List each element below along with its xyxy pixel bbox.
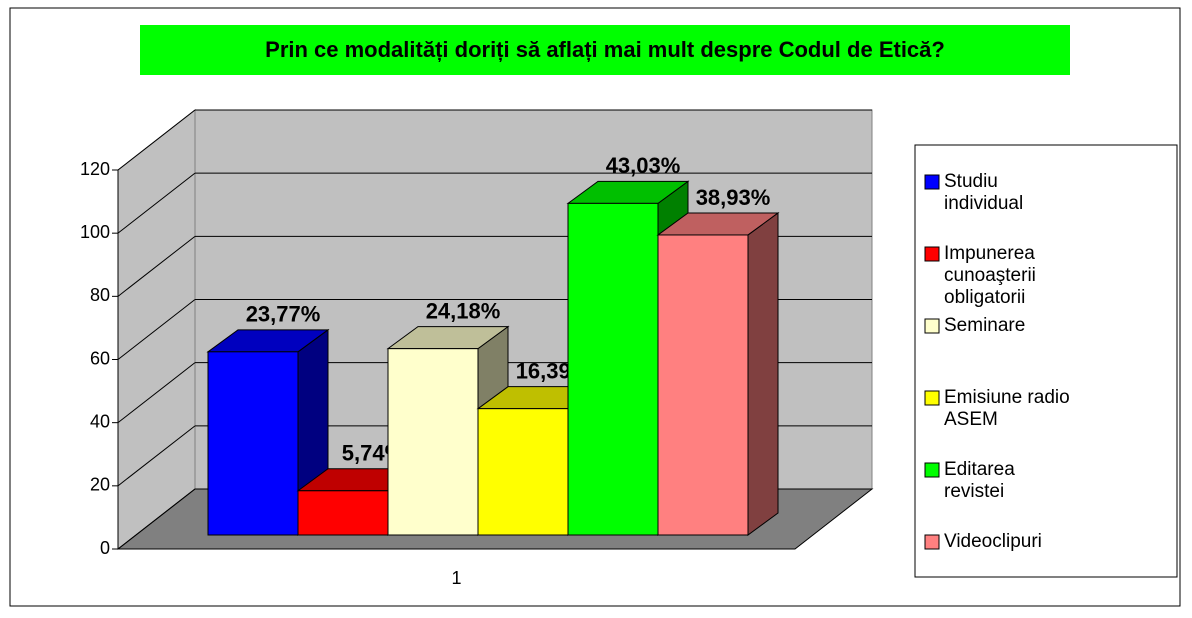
y-tick-label: 60 xyxy=(90,348,110,368)
bar-front xyxy=(657,234,749,536)
grid-line xyxy=(117,299,196,360)
legend-line: Editarea xyxy=(944,459,1015,480)
y-tick-label: 40 xyxy=(90,411,110,431)
bar xyxy=(386,325,510,536)
legend-line: revistei xyxy=(944,481,1004,502)
bar-side xyxy=(747,211,779,536)
legend-swatch xyxy=(924,534,940,550)
legend-label: Videoclipuri xyxy=(944,531,1042,552)
data-label: 24,18% xyxy=(426,298,501,323)
legend-box xyxy=(914,144,1178,578)
data-label: 23,77% xyxy=(246,302,321,327)
bar xyxy=(656,211,780,536)
chart-title: Prin ce modalități doriți să aflați mai … xyxy=(265,37,945,62)
legend-swatch xyxy=(924,462,940,478)
legend-label: Impunerea cunoaşterii obligatorii xyxy=(944,243,1036,308)
legend-label: Studiu individual xyxy=(944,171,1023,214)
bar-front xyxy=(567,202,659,536)
legend-line: Emisiune radio xyxy=(944,387,1070,408)
bar-front xyxy=(477,408,569,536)
grid-line xyxy=(117,172,196,234)
data-label: 38,93% xyxy=(696,185,771,210)
grid-line xyxy=(117,235,196,297)
legend-swatch xyxy=(924,390,940,406)
grid-line xyxy=(117,109,196,171)
y-tick-label: 20 xyxy=(90,475,110,495)
title-box xyxy=(140,25,1070,75)
legend-line: cunoaşterii xyxy=(944,265,1036,286)
y-tick-label: 120 xyxy=(80,159,110,179)
grid-line xyxy=(117,425,196,487)
legend-line: ASEM xyxy=(944,409,998,430)
legend-label: Editarea revistei xyxy=(944,459,1015,502)
legend-label: Seminare xyxy=(944,315,1025,336)
legend-line: Videoclipuri xyxy=(944,531,1042,552)
x-tick-label: 1 xyxy=(451,568,461,588)
bar-front xyxy=(207,351,299,536)
legend-swatch xyxy=(924,246,940,262)
legend-swatch xyxy=(924,174,940,190)
bar-front xyxy=(297,490,389,536)
legend-line: Studiu xyxy=(944,171,998,192)
legend-line: Seminare xyxy=(944,315,1025,336)
legend-line: obligatorii xyxy=(944,287,1025,308)
data-label: 43,03% xyxy=(606,153,681,178)
y-tick-label: 100 xyxy=(80,222,110,242)
y-tick-label: 0 xyxy=(100,538,110,558)
bar-front xyxy=(387,348,479,536)
legend-line: Impunerea xyxy=(944,243,1035,264)
grid-line xyxy=(117,362,196,424)
legend-swatch xyxy=(924,318,940,334)
legend-line: individual xyxy=(944,193,1023,214)
y-tick-label: 80 xyxy=(90,285,110,305)
legend-label: Emisiune radio ASEM xyxy=(944,387,1070,430)
grid-line xyxy=(117,488,196,550)
